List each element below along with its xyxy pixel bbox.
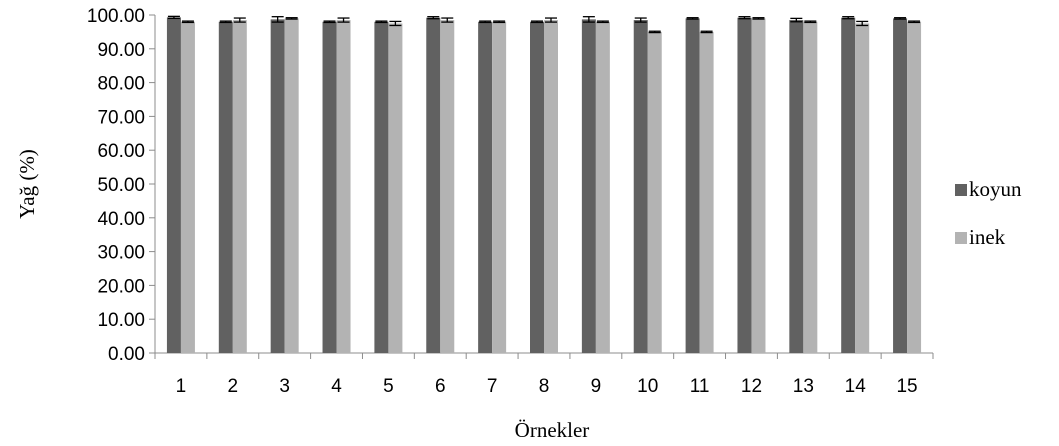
x-tick-label: 6 <box>435 376 446 397</box>
legend-swatch-inek <box>955 232 967 244</box>
x-tick-label: 8 <box>539 376 550 397</box>
bar-koyun <box>737 17 752 353</box>
bar-inek <box>855 23 870 353</box>
x-tick-label: 14 <box>845 376 867 397</box>
x-tick-label: 2 <box>228 376 239 397</box>
x-tick-label: 5 <box>383 376 394 397</box>
bar-koyun <box>374 21 389 353</box>
bar-inek <box>751 18 766 353</box>
y-tick-label: 100.00 <box>87 6 145 27</box>
y-tick-label: 30.00 <box>97 243 145 264</box>
y-tick-label: 40.00 <box>97 209 145 230</box>
y-tick-label: 50.00 <box>97 175 145 196</box>
bar-inek <box>388 23 403 353</box>
y-tick-label: 70.00 <box>97 107 145 128</box>
bar-koyun <box>893 18 908 353</box>
bar-inek <box>180 21 195 353</box>
x-tick-label: 15 <box>896 376 917 397</box>
y-tick-label: 90.00 <box>97 40 145 61</box>
x-tick-label: 13 <box>793 376 814 397</box>
bar-koyun <box>218 21 233 353</box>
bar-koyun <box>633 20 648 353</box>
x-tick-label: 4 <box>331 376 342 397</box>
bar-inek <box>699 31 714 354</box>
x-tick-label: 11 <box>690 376 710 397</box>
legend: koyun inek <box>955 177 1022 249</box>
bar-koyun <box>322 21 337 353</box>
bar-inek <box>492 21 507 353</box>
legend-label-koyun: koyun <box>969 177 1022 201</box>
bar-koyun <box>841 17 856 353</box>
x-tick-label: 12 <box>741 376 762 397</box>
bar-inek <box>284 18 299 353</box>
y-axis-title: Yağ (%) <box>15 149 39 219</box>
bar-koyun <box>789 20 804 353</box>
bar-koyun <box>581 19 596 353</box>
y-tick-label: 80.00 <box>97 74 145 95</box>
bar-koyun <box>426 17 441 353</box>
bar-inek <box>595 21 610 353</box>
tick-labels: 0.00 10.00 20.00 30.00 40.00 50.00 60.00 70.00 8… <box>87 6 918 397</box>
bar-inek <box>232 20 247 353</box>
bar-koyun <box>166 17 181 354</box>
bar-inek <box>907 21 922 353</box>
bar-inek <box>544 20 558 353</box>
bars <box>166 15 922 354</box>
y-tick-label: 60.00 <box>97 141 145 162</box>
bar-inek <box>647 31 662 354</box>
y-tick-label: 0.00 <box>108 344 145 365</box>
bar-koyun <box>478 21 493 353</box>
bar-koyun <box>685 18 700 353</box>
bar-inek <box>803 21 818 353</box>
x-tick-label: 7 <box>487 376 498 397</box>
bar-koyun <box>530 21 544 353</box>
bar-inek <box>336 20 351 353</box>
x-tick-label: 9 <box>591 376 602 397</box>
legend-swatch-koyun <box>955 184 967 196</box>
x-tick-label: 10 <box>637 376 658 397</box>
bar-inek <box>440 20 455 353</box>
y-tick-label: 10.00 <box>97 310 145 331</box>
x-axis-title: Örnekler <box>515 418 590 442</box>
x-tick-label: 3 <box>279 376 290 397</box>
x-tick-label: 1 <box>176 376 187 397</box>
bar-koyun <box>270 19 285 353</box>
y-tick-label: 20.00 <box>97 276 145 297</box>
legend-label-inek: inek <box>969 225 1006 249</box>
